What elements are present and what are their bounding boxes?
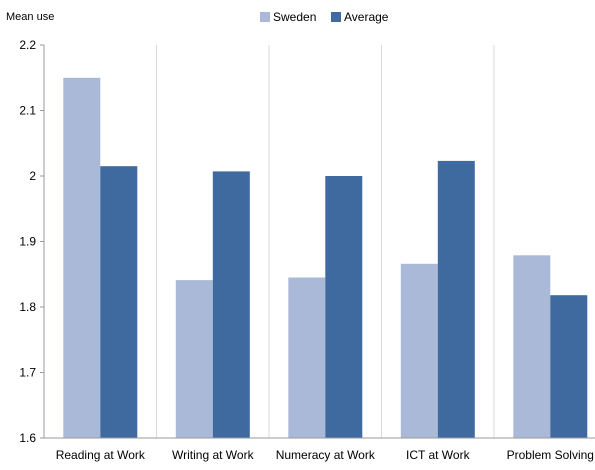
y-tick-label: 1.7 (19, 366, 36, 380)
y-axis-ticks: 1.6 1.7 1.8 1.9 2 2.1 2.2 (19, 38, 44, 445)
gridlines (156, 45, 495, 438)
x-tick-label-numeracy-at-work: Numeracy at Work (276, 448, 376, 462)
legend-label-average: Average (344, 10, 389, 24)
bar-average-ict-at-work (437, 160, 475, 438)
y-tick-label: 1.9 (19, 235, 36, 249)
bar-sweden-reading-at-work (63, 77, 101, 439)
x-tick-label-ict-at-work: ICT at Work (406, 448, 471, 462)
y-axis-title: Mean use (6, 11, 54, 23)
y-tick-label: 1.8 (19, 300, 36, 314)
legend: Sweden Average (260, 10, 389, 24)
bar-average-numeracy-at-work (325, 176, 363, 438)
x-axis-ticks: Reading at Work Writing at Work Numeracy a… (56, 448, 594, 462)
x-tick-label-writing-at-work: Writing at Work (172, 448, 255, 462)
y-tick-label: 1.6 (19, 431, 36, 445)
bar-average-reading-at-work (100, 166, 138, 438)
bar-sweden-problem-solving (513, 255, 551, 438)
y-tick-label: 2 (29, 169, 36, 183)
x-tick-label-reading-at-work: Reading at Work (56, 448, 146, 462)
bar-sweden-ict-at-work (400, 263, 438, 438)
bar-average-problem-solving (550, 295, 588, 438)
bar-average-writing-at-work (212, 171, 250, 438)
legend-swatch-average (331, 12, 341, 22)
y-tick-label: 2.2 (19, 38, 36, 52)
bar-sweden-numeracy-at-work (288, 277, 326, 438)
legend-swatch-sweden (260, 12, 270, 22)
bars (63, 77, 588, 439)
x-tick-label-problem-solving: Problem Solving (507, 448, 594, 462)
bar-sweden-writing-at-work (175, 280, 213, 438)
y-tick-label: 2.1 (19, 104, 36, 118)
legend-label-sweden: Sweden (273, 10, 316, 24)
